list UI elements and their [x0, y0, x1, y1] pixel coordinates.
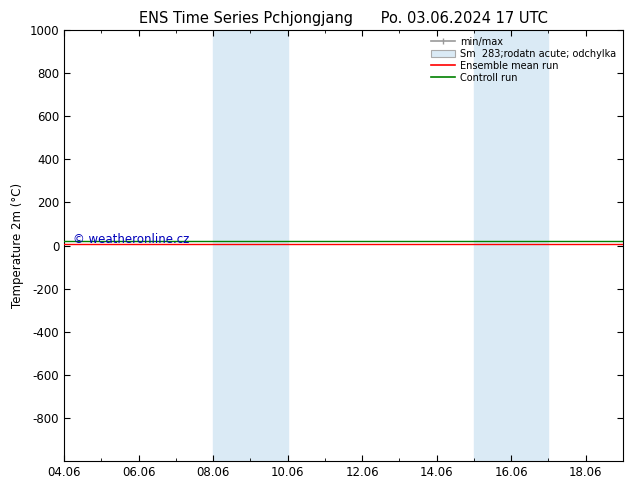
Text: © weatheronline.cz: © weatheronline.cz — [74, 233, 190, 245]
Bar — [213, 30, 288, 461]
Legend: min/max, Sm  283;rodatn acute; odchylka, Ensemble mean run, Controll run: min/max, Sm 283;rodatn acute; odchylka, … — [429, 35, 618, 85]
Y-axis label: Temperature 2m (°C): Temperature 2m (°C) — [11, 183, 24, 308]
Bar — [474, 30, 548, 461]
Title: ENS Time Series Pchjongjang      Po. 03.06.2024 17 UTC: ENS Time Series Pchjongjang Po. 03.06.20… — [139, 11, 548, 26]
